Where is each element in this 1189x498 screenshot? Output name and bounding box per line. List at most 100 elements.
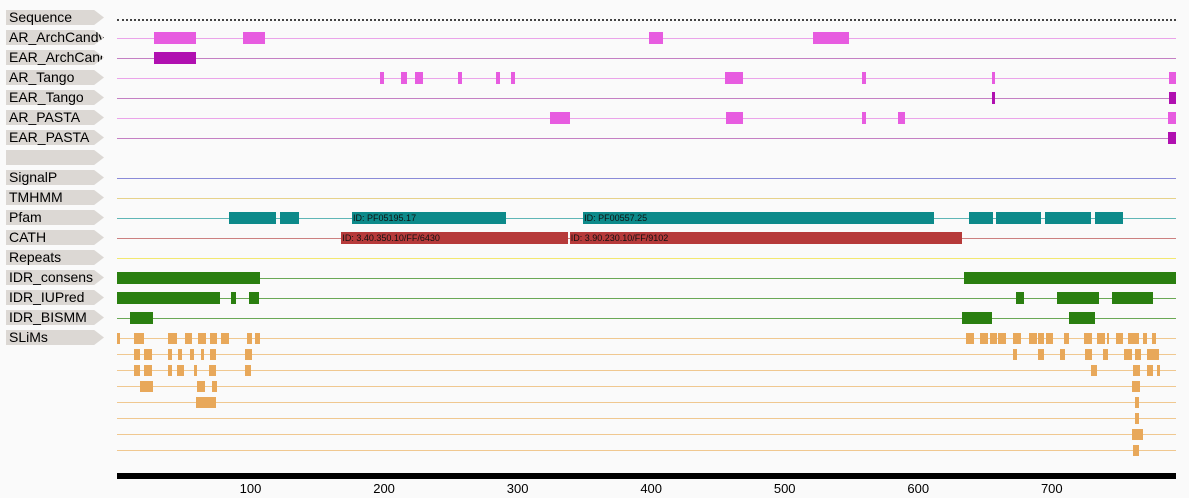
pfam-feature[interactable] [229, 212, 276, 224]
ar_pasta-feature[interactable] [725, 112, 744, 124]
ar_archcandy-feature[interactable] [154, 32, 196, 44]
slim-feature[interactable] [197, 381, 206, 392]
slim-feature[interactable] [245, 349, 252, 360]
ar_pasta-feature[interactable] [862, 112, 867, 124]
ar_archcandy-feature[interactable] [812, 32, 849, 44]
slim-feature[interactable] [134, 333, 144, 344]
ar_tango-feature[interactable] [380, 72, 385, 84]
slim-feature[interactable] [195, 397, 216, 408]
slim-feature[interactable] [979, 333, 988, 344]
slim-feature[interactable] [1134, 349, 1142, 360]
ar_pasta-feature[interactable] [898, 112, 905, 124]
idr_iupred-feature[interactable] [117, 292, 220, 304]
slim-feature[interactable] [1146, 365, 1154, 376]
slim-feature[interactable] [134, 365, 140, 376]
slim-feature[interactable] [221, 333, 230, 344]
ear_pasta-feature[interactable] [1167, 132, 1176, 144]
ear_tango-feature[interactable] [1169, 92, 1176, 104]
slim-feature[interactable] [246, 333, 252, 344]
slim-feature[interactable] [990, 333, 998, 344]
ar_tango-feature[interactable] [496, 72, 501, 84]
slim-feature[interactable] [211, 381, 218, 392]
pfam-feature[interactable] [1094, 212, 1123, 224]
slim-feature[interactable] [209, 365, 216, 376]
idr_iupred-feature[interactable] [249, 292, 259, 304]
idr_consens-feature[interactable] [117, 272, 260, 284]
slim-feature[interactable] [139, 381, 154, 392]
ar_archcandy-feature[interactable] [242, 32, 266, 44]
pfam-feature[interactable] [1045, 212, 1091, 224]
slim-feature[interactable] [167, 349, 172, 360]
slim-feature[interactable] [1133, 365, 1140, 376]
slim-feature[interactable] [1134, 413, 1139, 424]
slim-feature[interactable] [1127, 333, 1132, 344]
pfam-feature[interactable] [995, 212, 1042, 224]
slim-feature[interactable] [143, 349, 152, 360]
ar_archcandy-feature[interactable] [648, 32, 664, 44]
slim-feature[interactable] [245, 365, 251, 376]
slim-feature[interactable] [1151, 333, 1156, 344]
slim-feature[interactable] [1131, 381, 1140, 392]
slim-feature[interactable] [254, 333, 260, 344]
slim-feature[interactable] [1097, 333, 1106, 344]
slim-feature[interactable] [185, 333, 192, 344]
slim-feature[interactable] [1157, 365, 1160, 376]
idr_consens-feature[interactable] [963, 272, 1176, 284]
idr_iupred-feature[interactable] [230, 292, 236, 304]
ar_tango-feature[interactable] [724, 72, 744, 84]
slim-feature[interactable] [178, 349, 183, 360]
slim-feature[interactable] [210, 349, 216, 360]
slim-feature[interactable] [201, 349, 204, 360]
slim-feature[interactable] [966, 333, 975, 344]
idr_iupred-feature[interactable] [1111, 292, 1154, 304]
slim-feature[interactable] [1146, 349, 1159, 360]
slim-feature[interactable] [1063, 333, 1070, 344]
idr_bismm-feature[interactable] [130, 312, 154, 324]
slim-feature[interactable] [1106, 333, 1110, 344]
slim-feature[interactable] [167, 365, 172, 376]
idr_bismm-feature[interactable] [1069, 312, 1095, 324]
slim-feature[interactable] [1046, 333, 1054, 344]
pfam-feature[interactable] [352, 212, 506, 224]
slim-feature[interactable] [1083, 333, 1092, 344]
slim-feature[interactable] [117, 333, 120, 344]
ar_tango-feature[interactable] [862, 72, 867, 84]
slim-feature[interactable] [1038, 333, 1044, 344]
ar_tango-feature[interactable] [510, 72, 515, 84]
cath-feature[interactable] [569, 232, 963, 244]
slim-feature[interactable] [1059, 349, 1066, 360]
slim-feature[interactable] [1013, 333, 1022, 344]
idr_iupred-feature[interactable] [1015, 292, 1024, 304]
slim-feature[interactable] [1142, 333, 1147, 344]
ar_tango-feature[interactable] [401, 72, 407, 84]
ar_tango-feature[interactable] [414, 72, 423, 84]
idr_iupred-feature[interactable] [1057, 292, 1099, 304]
slim-feature[interactable] [198, 333, 207, 344]
ar_pasta-feature[interactable] [549, 112, 570, 124]
slim-feature[interactable] [194, 365, 198, 376]
slim-feature[interactable] [210, 333, 218, 344]
idr_bismm-feature[interactable] [962, 312, 992, 324]
slim-feature[interactable] [1029, 333, 1038, 344]
slim-feature[interactable] [1134, 397, 1139, 408]
ar_tango-feature[interactable] [991, 72, 995, 84]
slim-feature[interactable] [1115, 333, 1123, 344]
pfam-feature[interactable] [279, 212, 299, 224]
slim-feature[interactable] [1123, 349, 1132, 360]
slim-feature[interactable] [998, 333, 1007, 344]
slim-feature[interactable] [1013, 349, 1018, 360]
slim-feature[interactable] [1133, 445, 1139, 456]
ar_tango-feature[interactable] [1169, 72, 1176, 84]
ear_tango-feature[interactable] [991, 92, 995, 104]
ear_archcandy-feature[interactable] [154, 52, 196, 64]
slim-feature[interactable] [167, 333, 178, 344]
slim-feature[interactable] [190, 349, 195, 360]
slim-feature[interactable] [1131, 429, 1143, 440]
slim-feature[interactable] [134, 349, 140, 360]
pfam-feature[interactable] [583, 212, 935, 224]
slim-feature[interactable] [1090, 365, 1098, 376]
cath-feature[interactable] [341, 232, 569, 244]
slim-feature[interactable] [1102, 349, 1108, 360]
slim-feature[interactable] [1131, 333, 1139, 344]
slim-feature[interactable] [1038, 349, 1044, 360]
